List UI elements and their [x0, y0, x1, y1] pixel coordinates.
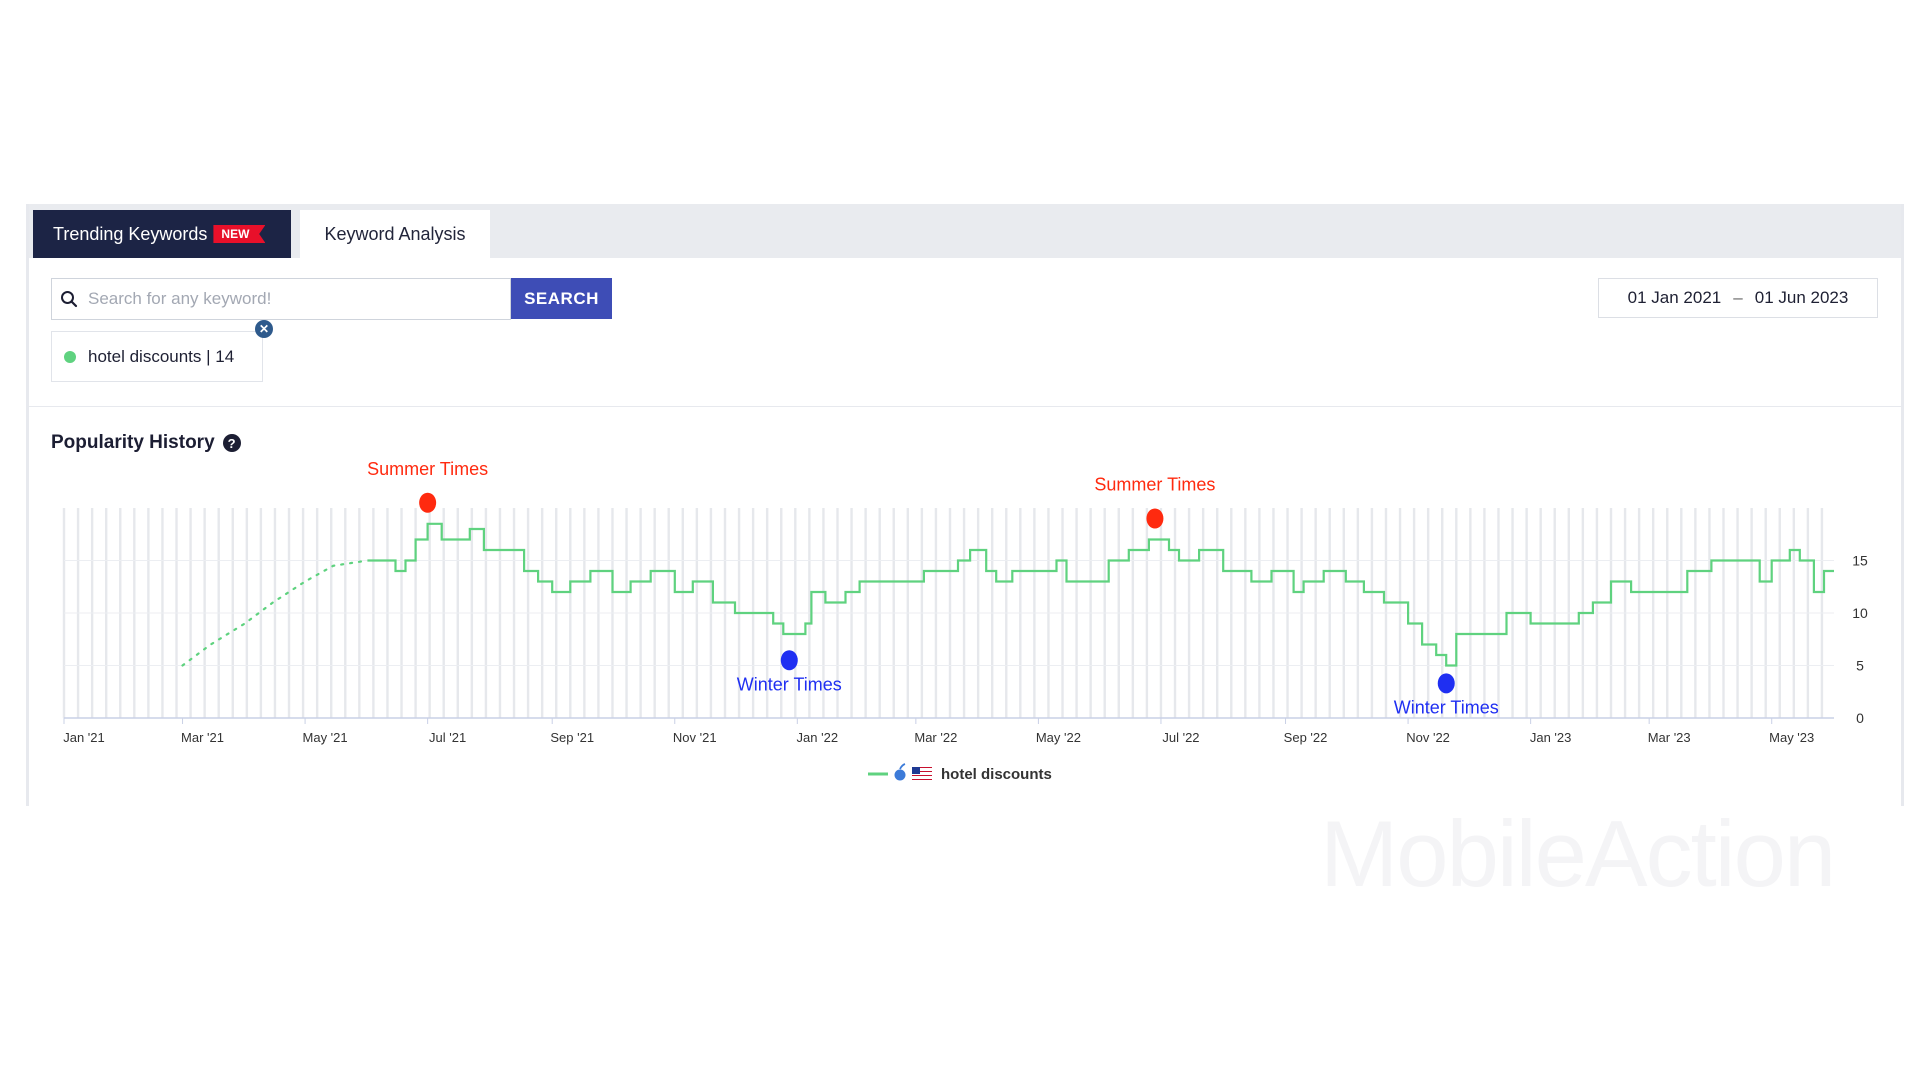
- tab-bar: Trending Keywords NEW Keyword Analysis: [29, 204, 1901, 258]
- x-tick-label: May '21: [303, 730, 348, 745]
- search-button[interactable]: SEARCH: [511, 278, 612, 319]
- x-tick-label: Mar '22: [914, 730, 957, 745]
- y-tick-label: 10: [1852, 605, 1868, 621]
- series-line-hotel-discounts: [367, 522, 1834, 667]
- search-box: [51, 278, 511, 320]
- date-start: 01 Jan 2021: [1627, 288, 1722, 307]
- date-end: 01 Jun 2023: [1754, 288, 1849, 307]
- search-icon: [52, 279, 86, 319]
- us-flag-stripe: [912, 777, 932, 778]
- x-tick-label: May '23: [1769, 730, 1814, 745]
- x-tick-label: Jan '23: [1530, 730, 1572, 745]
- section-divider: [29, 406, 1901, 407]
- date-range-picker[interactable]: 01 Jan 2021 – 01 Jun 2023: [1598, 278, 1878, 318]
- apple-leaf: [899, 763, 906, 770]
- annotation-marker: [419, 492, 437, 513]
- series-line-estimated: [181, 559, 369, 667]
- tab-keyword-analysis[interactable]: Keyword Analysis: [300, 210, 490, 258]
- x-tick-label: Jan '21: [63, 730, 105, 745]
- y-tick-label: 0: [1856, 710, 1864, 726]
- us-flag-stripe: [912, 779, 932, 780]
- x-tick-label: Sep '21: [550, 730, 594, 745]
- apple-icon: [894, 769, 906, 781]
- annotation-label: Winter Times: [737, 674, 842, 694]
- x-tick-label: Jan '22: [797, 730, 839, 745]
- mobileaction-watermark: MobileAction: [1320, 801, 1836, 906]
- annotation-marker: [1437, 673, 1455, 694]
- legend-series-label: hotel discounts: [941, 766, 1052, 783]
- x-tick-label: Nov '22: [1406, 730, 1450, 745]
- us-flag-icon: [912, 767, 920, 774]
- annotation-label: Summer Times: [367, 459, 488, 479]
- keyword-chip[interactable]: hotel discounts | 14: [51, 331, 263, 382]
- us-flag-stripe: [912, 775, 932, 776]
- close-icon[interactable]: ✕: [255, 320, 273, 338]
- us-flag-stripe: [912, 773, 932, 774]
- us-flag-stripe: [912, 771, 932, 772]
- new-badge: NEW: [213, 225, 266, 243]
- annotation-marker: [1146, 508, 1164, 529]
- section-title-text: Popularity History: [51, 432, 215, 453]
- search-input[interactable]: [86, 279, 510, 319]
- section-title: Popularity History ?: [51, 432, 241, 454]
- annotation-label: Summer Times: [1094, 475, 1215, 495]
- tab-trending-keywords[interactable]: Trending Keywords NEW: [33, 210, 291, 258]
- date-separator: –: [1733, 288, 1743, 307]
- x-tick-label: May '22: [1036, 730, 1081, 745]
- x-tick-label: Jul '22: [1162, 730, 1199, 745]
- x-tick-label: Mar '23: [1648, 730, 1691, 745]
- tab-trending-label: Trending Keywords: [53, 223, 208, 244]
- annotation-marker: [780, 650, 798, 671]
- x-tick-label: Mar '21: [181, 730, 224, 745]
- x-tick-label: Nov '21: [673, 730, 717, 745]
- keyword-chip-label: hotel discounts | 14: [88, 346, 235, 366]
- keyword-color-dot: [64, 350, 76, 363]
- us-flag-stripe: [912, 767, 932, 768]
- y-tick-label: 15: [1852, 553, 1868, 569]
- us-flag-stripe: [912, 769, 932, 770]
- annotation-label: Winter Times: [1394, 697, 1499, 717]
- y-tick-label: 5: [1856, 658, 1864, 674]
- tab-analysis-label: Keyword Analysis: [324, 223, 466, 244]
- x-tick-label: Jul '21: [429, 730, 466, 745]
- x-tick-label: Sep '22: [1284, 730, 1328, 745]
- question-icon[interactable]: ?: [222, 434, 241, 452]
